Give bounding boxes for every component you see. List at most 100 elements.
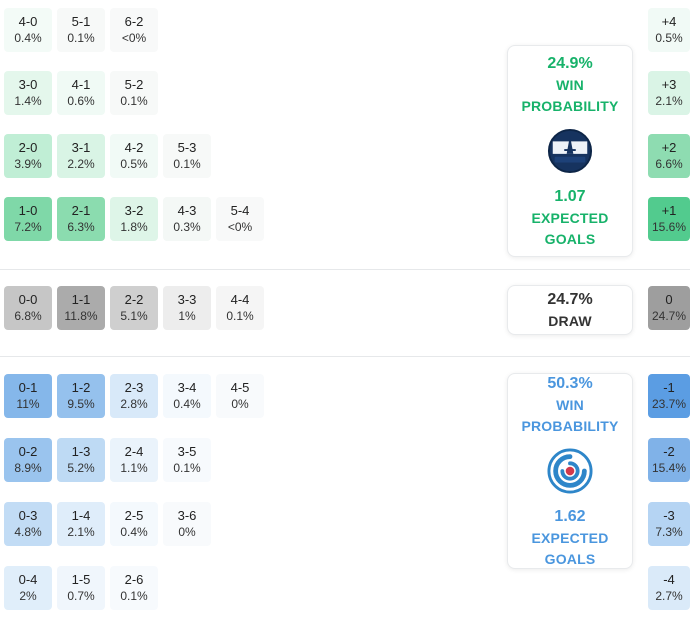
score-cell: 1-1 11.8% — [57, 286, 105, 330]
score-cell: 3-6 0% — [163, 502, 211, 546]
score-probability: 5.1% — [120, 308, 148, 323]
score-cell: 1-4 2.1% — [57, 502, 105, 546]
away-score-row-3: 0-3 4.8% 1-4 2.1% 2-5 0.4% 3-6 0% — [4, 502, 211, 546]
score-cell: 4-3 0.3% — [163, 197, 211, 241]
score-label: 2-6 — [124, 571, 144, 587]
score-cell: 2-4 1.1% — [110, 438, 158, 482]
score-cell: 0-0 6.8% — [4, 286, 52, 330]
goal-diff-label: +3 — [661, 76, 677, 92]
score-label: 3-3 — [177, 291, 197, 307]
goal-diff-label: -3 — [663, 507, 675, 523]
goal-diff-label: 0 — [665, 291, 673, 307]
score-cell: 0-2 8.9% — [4, 438, 52, 482]
away-win-probability-label: WIN — [556, 397, 584, 413]
score-label: 4-4 — [230, 291, 250, 307]
score-probability: 7.2% — [14, 219, 42, 234]
score-label: 3-4 — [177, 379, 197, 395]
score-probability: 1.1% — [120, 460, 148, 475]
goal-diff-probability: 7.3% — [655, 524, 683, 539]
score-label: 0-1 — [18, 379, 38, 395]
goal-diff-probability: 23.7% — [651, 396, 687, 411]
score-probability: 11% — [16, 396, 40, 411]
score-cell: 3-1 2.2% — [57, 134, 105, 178]
away-team-crest-icon — [547, 448, 593, 494]
away-win-probability-label: PROBABILITY — [521, 417, 619, 434]
score-probability: 0.4% — [173, 396, 201, 411]
score-cell: 3-5 0.1% — [163, 438, 211, 482]
score-probability: 0% — [178, 524, 196, 539]
goal-diff-cell: 0 24.7% — [648, 286, 690, 330]
score-cell: 1-0 7.2% — [4, 197, 52, 241]
score-label: 2-0 — [18, 139, 38, 155]
goal-diff-probability: 15.4% — [651, 460, 687, 475]
score-probability: 0.7% — [67, 588, 95, 603]
draw-label: DRAW — [548, 312, 592, 329]
score-label: 1-0 — [18, 202, 38, 218]
section-divider — [0, 269, 690, 270]
score-probability: 6.8% — [14, 308, 42, 323]
score-cell: 4-2 0.5% — [110, 134, 158, 178]
score-cell: 5-3 0.1% — [163, 134, 211, 178]
goal-diff-label: -2 — [663, 443, 675, 459]
score-cell: 0-4 2% — [4, 566, 52, 610]
score-label: 1-1 — [71, 291, 91, 307]
goal-diff-label: +1 — [661, 202, 677, 218]
score-label: 0-0 — [18, 291, 38, 307]
away-score-row-2: 0-2 8.9% 1-3 5.2% 2-4 1.1% 3-5 0.1% — [4, 438, 211, 482]
goal-diff-probability: 15.6% — [651, 219, 687, 234]
score-probability: 0.1% — [173, 460, 201, 475]
score-cell: 0-3 4.8% — [4, 502, 52, 546]
score-label: 2-5 — [124, 507, 144, 523]
score-probability: 2.2% — [67, 156, 95, 171]
score-cell: 3-0 1.4% — [4, 71, 52, 115]
goal-diff-probability: 0.5% — [655, 30, 683, 45]
home-win-probability-value: 24.9% — [547, 55, 593, 72]
score-label: 0-4 — [18, 571, 38, 587]
score-label: 4-3 — [177, 202, 197, 218]
score-label: 2-4 — [124, 443, 144, 459]
goal-diff-cell: +4 0.5% — [648, 8, 690, 52]
score-label: 5-4 — [230, 202, 250, 218]
score-cell: 6-2 <0% — [110, 8, 158, 52]
score-label: 5-2 — [124, 76, 144, 92]
score-probability: 9.5% — [67, 396, 95, 411]
goal-diff-cell: +1 15.6% — [648, 197, 690, 241]
score-cell: 2-1 6.3% — [57, 197, 105, 241]
score-probability: 1.4% — [14, 93, 42, 108]
goal-diff-label: -1 — [663, 379, 675, 395]
away-expected-goals-value: 1.62 — [554, 508, 586, 525]
score-label: 2-3 — [124, 379, 144, 395]
draw-probability-value: 24.7% — [547, 290, 593, 308]
score-cell: 2-0 3.9% — [4, 134, 52, 178]
score-probability: 0.4% — [14, 30, 42, 45]
score-label: 1-5 — [71, 571, 91, 587]
score-label: 0-2 — [18, 443, 38, 459]
score-label: 1-3 — [71, 443, 91, 459]
goal-diff-cell: -3 7.3% — [648, 502, 690, 546]
score-label: 1-4 — [71, 507, 91, 523]
score-probability: 11.8% — [64, 308, 98, 323]
score-probability: 2.1% — [67, 524, 95, 539]
score-label: 5-3 — [177, 139, 197, 155]
score-cell: 1-3 5.2% — [57, 438, 105, 482]
score-cell: 3-4 0.4% — [163, 374, 211, 418]
score-label: 3-5 — [177, 443, 197, 459]
goal-diff-probability: 24.7% — [651, 308, 687, 323]
score-probability: 0% — [231, 396, 249, 411]
away-expected-goals-label: EXPECTED — [531, 530, 609, 546]
score-label: 4-5 — [230, 379, 250, 395]
score-label: 3-2 — [124, 202, 144, 218]
score-probability: <0% — [121, 30, 147, 45]
goal-diff-cell: -4 2.7% — [648, 566, 690, 610]
score-cell: 2-6 0.1% — [110, 566, 158, 610]
score-probability: 0.1% — [120, 93, 148, 108]
score-label: 2-1 — [71, 202, 91, 218]
home-score-row-1: 4-0 0.4% 5-1 0.1% 6-2 <0% — [4, 8, 158, 52]
score-label: 4-2 — [124, 139, 144, 155]
score-cell: 2-3 2.8% — [110, 374, 158, 418]
away-win-panel: 50.3% WIN PROBABILITY 1.62 EXPECTED GOAL… — [507, 373, 633, 569]
home-score-row-3: 2-0 3.9% 3-1 2.2% 4-2 0.5% 5-3 0.1% — [4, 134, 211, 178]
away-score-row-4: 0-4 2% 1-5 0.7% 2-6 0.1% — [4, 566, 158, 610]
score-label: 4-0 — [18, 13, 38, 29]
